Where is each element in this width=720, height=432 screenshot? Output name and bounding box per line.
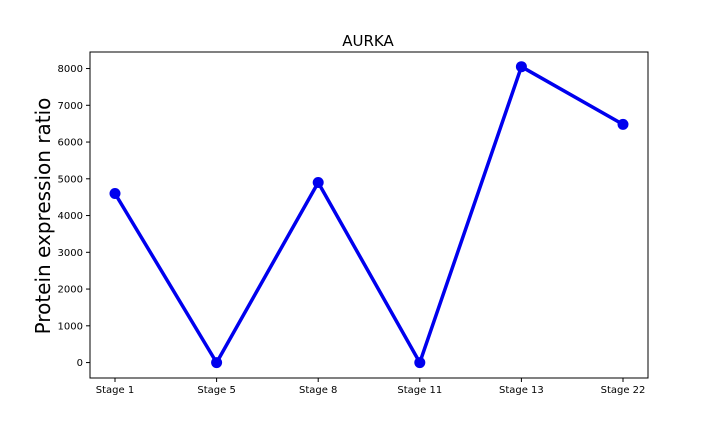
y-tick-label: 7000 bbox=[58, 101, 83, 112]
chart-title: AURKA bbox=[342, 32, 394, 50]
data-point bbox=[515, 61, 527, 73]
x-tick-label: Stage 5 bbox=[197, 385, 235, 396]
plot-area: 0 1000 2000 3000 4000 5000 6000 7000 8000 Stage 1… bbox=[58, 61, 646, 396]
y-tick-label: 2000 bbox=[58, 285, 83, 296]
plot-frame bbox=[89, 51, 649, 379]
y-tick-label: 0 bbox=[77, 358, 83, 369]
x-tick-label: Stage 22 bbox=[601, 385, 646, 396]
data-point bbox=[312, 176, 324, 188]
y-tick-label: 8000 bbox=[58, 64, 83, 75]
x-tick-label: Stage 1 bbox=[96, 385, 134, 396]
data-point bbox=[414, 357, 426, 369]
series-line bbox=[113, 64, 624, 365]
x-tick-label: Stage 11 bbox=[397, 385, 442, 396]
x-tick-label: Stage 13 bbox=[499, 385, 544, 396]
data-point bbox=[211, 357, 223, 369]
data-point bbox=[109, 187, 121, 199]
y-tick-label: 1000 bbox=[58, 321, 83, 332]
x-tick-label: Stage 8 bbox=[299, 385, 337, 396]
y-tick-label: 3000 bbox=[58, 248, 83, 259]
y-tick-label: 5000 bbox=[58, 174, 83, 185]
y-axis-label: Protein expression ratio bbox=[31, 98, 55, 335]
y-tick-label: 6000 bbox=[58, 138, 83, 149]
y-tick-label: 4000 bbox=[58, 211, 83, 222]
data-point bbox=[617, 118, 629, 130]
